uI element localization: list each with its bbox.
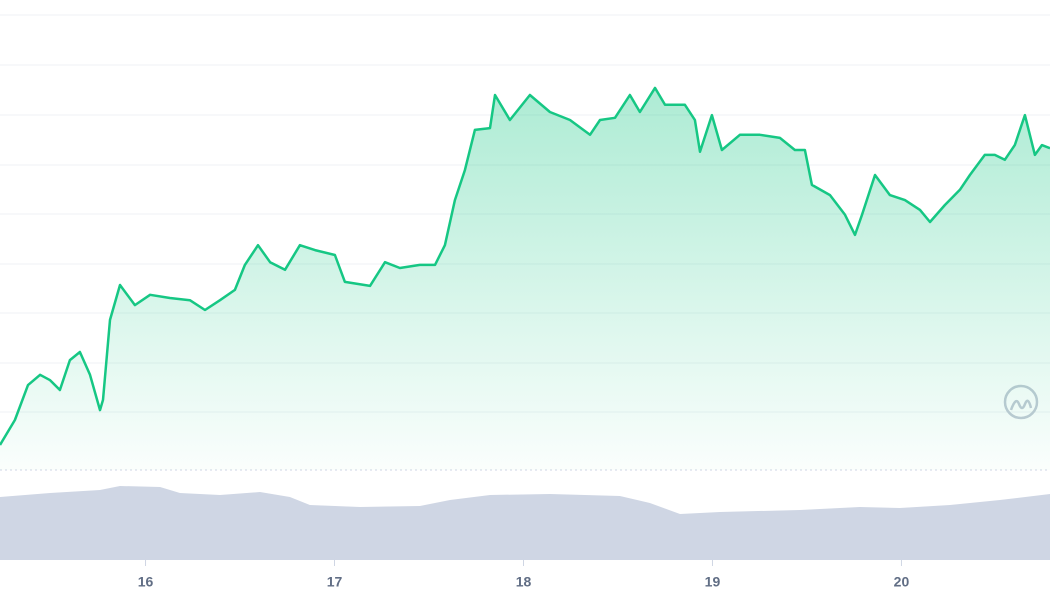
x-tick-label: 17: [327, 574, 343, 590]
x-tick-label: 18: [516, 574, 532, 590]
volume-area: [0, 486, 1050, 560]
x-tick-label: 16: [138, 574, 154, 590]
x-tick-label: 19: [705, 574, 721, 590]
x-tick-label: 20: [894, 574, 910, 590]
price-line: [0, 86, 1050, 446]
price-area: [0, 87, 1050, 471]
